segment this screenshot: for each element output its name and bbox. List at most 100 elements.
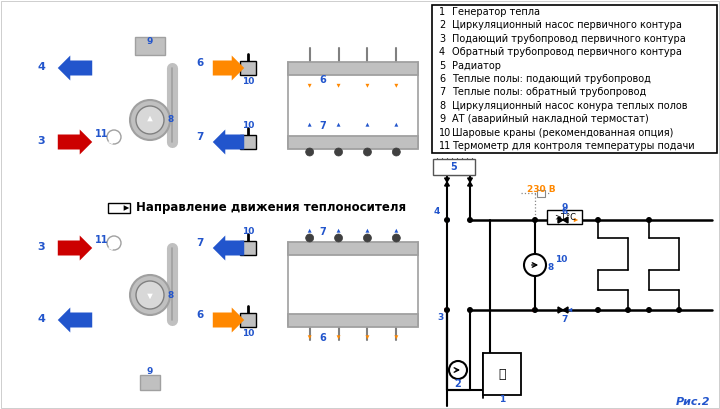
Text: 5: 5 bbox=[439, 61, 445, 70]
Text: 2: 2 bbox=[439, 20, 445, 30]
Bar bbox=[135, 37, 165, 55]
Polygon shape bbox=[445, 178, 449, 182]
Text: 8: 8 bbox=[167, 290, 174, 299]
Bar bbox=[432, 5, 717, 153]
Polygon shape bbox=[563, 307, 568, 313]
Text: 6: 6 bbox=[562, 207, 568, 216]
Text: 9: 9 bbox=[147, 368, 153, 377]
Polygon shape bbox=[467, 178, 472, 182]
Bar bbox=[288, 314, 418, 326]
Circle shape bbox=[524, 254, 546, 276]
Text: Генератор тепла: Генератор тепла bbox=[452, 7, 540, 17]
Text: 230 В: 230 В bbox=[527, 186, 556, 195]
Circle shape bbox=[107, 130, 121, 144]
Text: Радиатор: Радиатор bbox=[452, 61, 501, 70]
Text: 🔥: 🔥 bbox=[498, 368, 505, 380]
Text: Теплые полы: обратный трубопровод: Теплые полы: обратный трубопровод bbox=[452, 88, 647, 97]
Text: 7: 7 bbox=[319, 227, 326, 237]
Text: 1: 1 bbox=[499, 395, 505, 404]
Bar bbox=[108, 203, 130, 213]
Text: 4: 4 bbox=[37, 62, 45, 72]
Circle shape bbox=[444, 217, 450, 223]
Text: 7: 7 bbox=[197, 238, 204, 248]
Bar bbox=[240, 135, 256, 149]
Circle shape bbox=[335, 234, 343, 242]
Text: Подающий трубопровод первичного контура: Подающий трубопровод первичного контура bbox=[452, 34, 685, 44]
Bar bbox=[240, 61, 256, 75]
Text: Теплые полы: подающий трубопровод: Теплые полы: подающий трубопровод bbox=[452, 74, 651, 84]
Text: Термометр для контроля температуры подачи: Термометр для контроля температуры подач… bbox=[452, 141, 695, 151]
Bar bbox=[537, 190, 545, 197]
Circle shape bbox=[532, 217, 538, 223]
Text: 10: 10 bbox=[439, 128, 451, 138]
Text: 8: 8 bbox=[548, 263, 554, 272]
Circle shape bbox=[130, 275, 170, 315]
Text: 3: 3 bbox=[37, 242, 45, 252]
Text: 9: 9 bbox=[147, 36, 153, 45]
Text: 10: 10 bbox=[242, 121, 254, 130]
Circle shape bbox=[467, 217, 473, 223]
Text: 6: 6 bbox=[197, 310, 204, 320]
Text: 10: 10 bbox=[242, 328, 254, 337]
Bar bbox=[240, 313, 256, 327]
Text: 4: 4 bbox=[434, 207, 440, 216]
Circle shape bbox=[595, 307, 601, 313]
Text: 1: 1 bbox=[439, 7, 445, 17]
Circle shape bbox=[449, 361, 467, 379]
Text: 7: 7 bbox=[197, 132, 204, 142]
Text: 5: 5 bbox=[451, 162, 457, 172]
Bar bbox=[140, 375, 160, 390]
Text: 6: 6 bbox=[319, 333, 326, 343]
Polygon shape bbox=[445, 182, 449, 186]
Text: 3: 3 bbox=[438, 314, 444, 323]
Bar bbox=[483, 353, 521, 395]
Bar bbox=[433, 159, 475, 175]
Circle shape bbox=[136, 106, 164, 134]
Text: 9: 9 bbox=[439, 115, 445, 124]
Polygon shape bbox=[558, 217, 563, 223]
Text: 7: 7 bbox=[562, 315, 568, 324]
Text: АТ (аварийный накладной термостат): АТ (аварийный накладной термостат) bbox=[452, 115, 649, 124]
Text: 2: 2 bbox=[454, 379, 462, 389]
Polygon shape bbox=[558, 307, 563, 313]
Circle shape bbox=[130, 100, 170, 140]
Bar bbox=[288, 135, 418, 148]
Circle shape bbox=[306, 234, 314, 242]
Bar bbox=[288, 61, 418, 74]
Circle shape bbox=[364, 234, 372, 242]
Text: 8: 8 bbox=[167, 115, 174, 124]
Circle shape bbox=[335, 148, 343, 156]
Circle shape bbox=[392, 148, 400, 156]
Circle shape bbox=[306, 148, 314, 156]
Text: 6: 6 bbox=[319, 75, 326, 85]
Text: Обратный трубопровод первичного контура: Обратный трубопровод первичного контура bbox=[452, 47, 682, 57]
Bar bbox=[288, 241, 418, 254]
Circle shape bbox=[467, 307, 473, 313]
Text: 11: 11 bbox=[439, 141, 451, 151]
Bar bbox=[240, 241, 256, 255]
Text: 9: 9 bbox=[562, 204, 568, 213]
Text: 6: 6 bbox=[197, 58, 204, 68]
Circle shape bbox=[532, 307, 538, 313]
Text: 7: 7 bbox=[439, 88, 445, 97]
Circle shape bbox=[444, 307, 450, 313]
Polygon shape bbox=[467, 182, 472, 186]
Circle shape bbox=[595, 217, 601, 223]
Text: Рис.2: Рис.2 bbox=[675, 397, 710, 407]
Text: 8: 8 bbox=[439, 101, 445, 111]
Text: 11: 11 bbox=[95, 129, 109, 139]
Text: 3: 3 bbox=[37, 136, 45, 146]
Circle shape bbox=[646, 307, 652, 313]
Text: 10: 10 bbox=[242, 76, 254, 85]
Text: 4: 4 bbox=[37, 314, 45, 324]
Circle shape bbox=[676, 307, 682, 313]
Text: 11: 11 bbox=[95, 235, 109, 245]
Circle shape bbox=[364, 148, 372, 156]
Text: 4: 4 bbox=[439, 47, 445, 57]
Text: >T°C: >T°C bbox=[554, 213, 576, 222]
Text: Шаровые краны (рекомендованная опция): Шаровые краны (рекомендованная опция) bbox=[452, 128, 673, 138]
Circle shape bbox=[107, 236, 121, 250]
Text: 10: 10 bbox=[555, 256, 567, 265]
Circle shape bbox=[625, 307, 631, 313]
Text: 7: 7 bbox=[319, 121, 326, 131]
